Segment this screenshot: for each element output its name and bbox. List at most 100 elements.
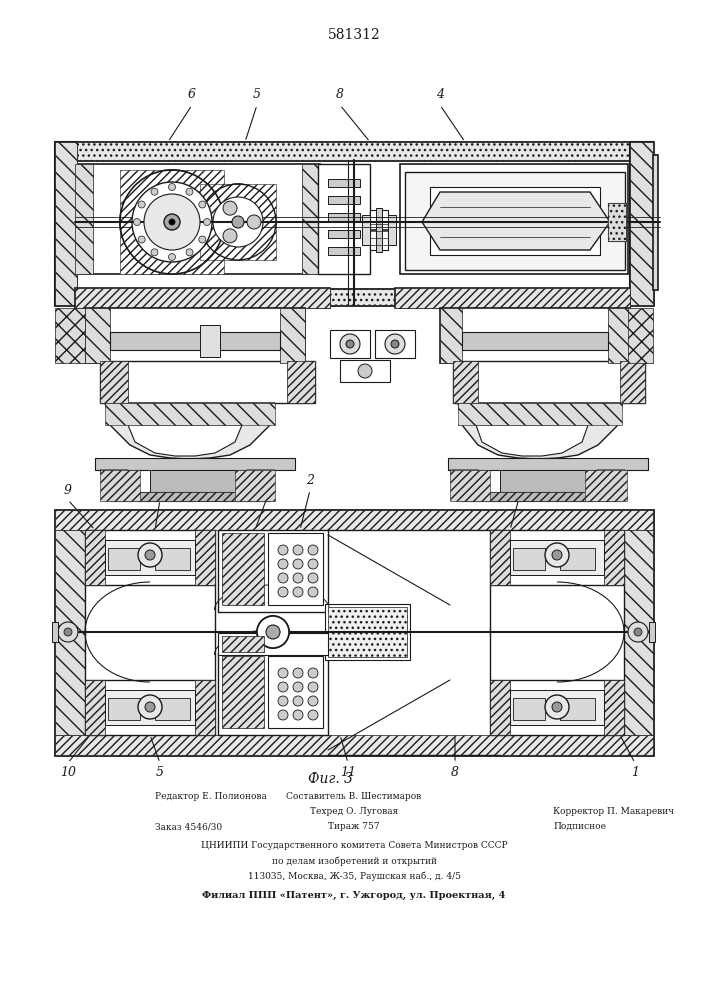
Bar — [55, 308, 85, 363]
Bar — [608, 203, 626, 241]
Bar — [604, 530, 624, 585]
Circle shape — [340, 334, 360, 354]
Bar — [620, 361, 645, 403]
Circle shape — [145, 702, 155, 712]
Bar — [52, 622, 58, 642]
Circle shape — [144, 194, 200, 250]
Bar — [630, 142, 653, 305]
Circle shape — [278, 696, 288, 706]
Circle shape — [232, 216, 244, 228]
Polygon shape — [100, 470, 140, 501]
Bar — [328, 179, 360, 187]
Text: Редактор Е. Полионова: Редактор Е. Полионова — [155, 792, 267, 801]
Bar — [453, 361, 645, 403]
Polygon shape — [105, 403, 275, 459]
Circle shape — [278, 682, 288, 692]
Bar — [85, 308, 110, 363]
Bar — [328, 230, 360, 238]
Text: 4: 4 — [156, 484, 164, 497]
Circle shape — [346, 340, 354, 348]
Text: Корректор П. Макаревич: Корректор П. Макаревич — [553, 807, 674, 816]
Circle shape — [138, 201, 145, 208]
Text: ЦНИИПИ Государственного комитета Совета Министров СССР: ЦНИИПИ Государственного комитета Совета … — [201, 842, 508, 850]
Circle shape — [134, 219, 141, 226]
Bar — [448, 458, 648, 470]
Circle shape — [223, 201, 237, 215]
Bar — [395, 288, 630, 308]
Bar — [222, 533, 264, 605]
Bar — [370, 210, 388, 250]
Circle shape — [628, 622, 648, 642]
Circle shape — [266, 625, 280, 639]
Bar — [218, 633, 328, 655]
Circle shape — [308, 587, 318, 597]
Bar — [100, 361, 128, 403]
Polygon shape — [458, 403, 622, 459]
Bar — [55, 289, 653, 305]
Bar — [120, 170, 224, 274]
Circle shape — [257, 616, 289, 648]
Bar — [460, 492, 620, 501]
Circle shape — [164, 214, 180, 230]
Circle shape — [204, 219, 211, 226]
Circle shape — [308, 573, 318, 583]
Bar — [510, 540, 604, 575]
Bar — [608, 203, 626, 241]
Bar — [330, 330, 370, 358]
Text: Техред О. Луговая: Техред О. Луговая — [310, 807, 398, 816]
Bar — [55, 142, 653, 160]
Text: 8: 8 — [336, 88, 344, 101]
Circle shape — [64, 628, 72, 636]
Bar — [453, 361, 478, 403]
Circle shape — [552, 702, 562, 712]
Circle shape — [151, 249, 158, 256]
Text: Составитель В. Шестимаров: Составитель В. Шестимаров — [286, 792, 421, 801]
Polygon shape — [560, 698, 595, 720]
Circle shape — [634, 628, 642, 636]
Circle shape — [257, 616, 289, 648]
Bar — [395, 288, 630, 308]
Bar — [222, 656, 264, 728]
Bar — [55, 735, 653, 755]
Polygon shape — [513, 698, 545, 720]
Circle shape — [293, 573, 303, 583]
Polygon shape — [450, 470, 490, 501]
Bar — [302, 164, 320, 274]
Bar — [85, 530, 215, 585]
Bar — [362, 215, 370, 245]
Text: 5: 5 — [253, 88, 261, 101]
Bar — [440, 308, 630, 363]
Circle shape — [223, 229, 237, 243]
Circle shape — [199, 236, 206, 243]
Circle shape — [545, 695, 569, 719]
Bar — [340, 360, 390, 382]
Circle shape — [132, 182, 212, 262]
Polygon shape — [560, 548, 595, 570]
Bar — [235, 470, 275, 501]
Bar — [500, 470, 590, 492]
Polygon shape — [108, 698, 140, 720]
Text: 6: 6 — [188, 88, 196, 101]
Circle shape — [293, 682, 303, 692]
Bar — [55, 142, 653, 160]
Circle shape — [545, 543, 569, 567]
Circle shape — [293, 559, 303, 569]
Bar — [400, 164, 628, 274]
Circle shape — [138, 543, 162, 567]
Bar — [200, 184, 276, 260]
Text: 8: 8 — [451, 766, 459, 779]
Bar — [462, 332, 608, 350]
Bar — [440, 308, 462, 363]
Bar — [388, 215, 396, 245]
Bar — [222, 636, 264, 652]
Bar — [110, 332, 280, 350]
Bar — [55, 510, 653, 530]
Bar — [110, 492, 270, 501]
Circle shape — [168, 253, 175, 260]
Bar — [75, 288, 330, 308]
Bar — [105, 403, 275, 425]
Bar — [287, 361, 315, 403]
Circle shape — [293, 545, 303, 555]
Circle shape — [213, 197, 263, 247]
Bar — [490, 530, 510, 585]
